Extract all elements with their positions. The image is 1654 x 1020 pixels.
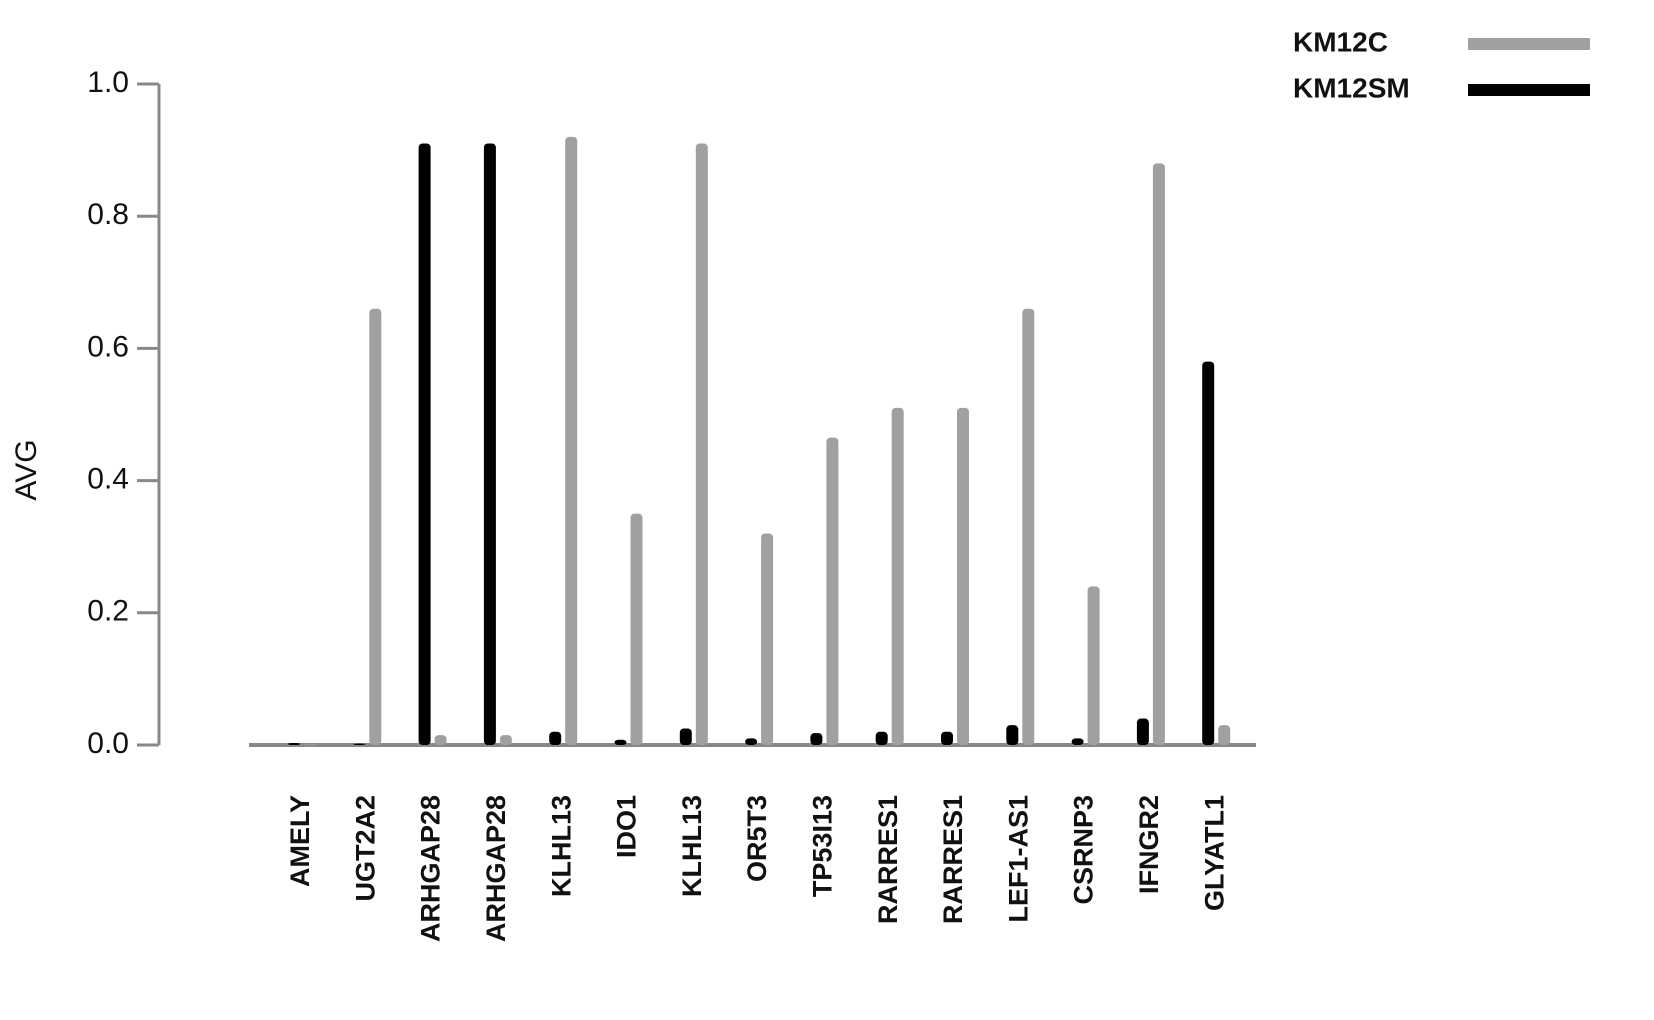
x-tick-label: KLHL13 (546, 795, 576, 897)
bar (745, 738, 758, 745)
y-tick-label: 0.8 (87, 198, 129, 231)
bar (957, 407, 969, 745)
bar (483, 143, 496, 746)
legend-label: KM12SM (1293, 72, 1410, 103)
bar (695, 143, 708, 746)
bar (565, 136, 578, 745)
legend-label: KM12C (1293, 26, 1388, 57)
bar (1022, 308, 1035, 745)
bar (288, 743, 300, 745)
bar (761, 533, 774, 745)
x-tick-label: RARRES1 (873, 795, 903, 924)
bar (630, 513, 643, 745)
bar (875, 731, 888, 745)
bar (1152, 163, 1165, 745)
x-tick-label: LEF1-AS1 (1003, 795, 1033, 923)
x-tick-label: OR5T3 (742, 795, 772, 882)
x-tick-label: RARRES1 (938, 795, 968, 924)
bar (1136, 718, 1149, 745)
bar (369, 308, 382, 745)
bar (549, 731, 562, 745)
x-tick-label: CSRNP3 (1069, 795, 1099, 905)
x-tick-label: AMELY (285, 795, 315, 887)
bar (826, 437, 839, 745)
bar (434, 735, 447, 745)
bar (1087, 586, 1100, 745)
bar (418, 143, 431, 746)
y-tick-label: 0.0 (87, 727, 129, 760)
x-tick-label: ARHGAP28 (481, 795, 511, 942)
x-tick-label: KLHL13 (677, 795, 707, 897)
y-tick-label: 0.4 (87, 463, 129, 496)
y-tick-label: 1.0 (87, 66, 129, 99)
bar (614, 739, 627, 745)
bar (1071, 738, 1084, 745)
x-tick-label: IDO1 (612, 795, 642, 858)
bar (1006, 725, 1019, 745)
bar (304, 744, 316, 746)
x-tick-label: TP53I13 (808, 795, 838, 897)
x-tick-label: IFNGR2 (1134, 795, 1164, 894)
bar (679, 728, 692, 745)
y-tick-label: 0.6 (87, 330, 129, 363)
bar (941, 731, 953, 745)
y-axis-label: AVG (10, 439, 43, 500)
bar (810, 733, 823, 745)
x-tick-label: GLYATL1 (1199, 795, 1229, 911)
x-tick-label: UGT2A2 (350, 795, 380, 902)
bar (353, 743, 366, 745)
bar (1218, 725, 1231, 745)
bar (891, 407, 904, 745)
y-tick-label: 0.2 (87, 595, 129, 628)
x-tick-label: ARHGAP28 (416, 795, 446, 942)
bar (499, 735, 512, 745)
bar (1202, 361, 1215, 745)
